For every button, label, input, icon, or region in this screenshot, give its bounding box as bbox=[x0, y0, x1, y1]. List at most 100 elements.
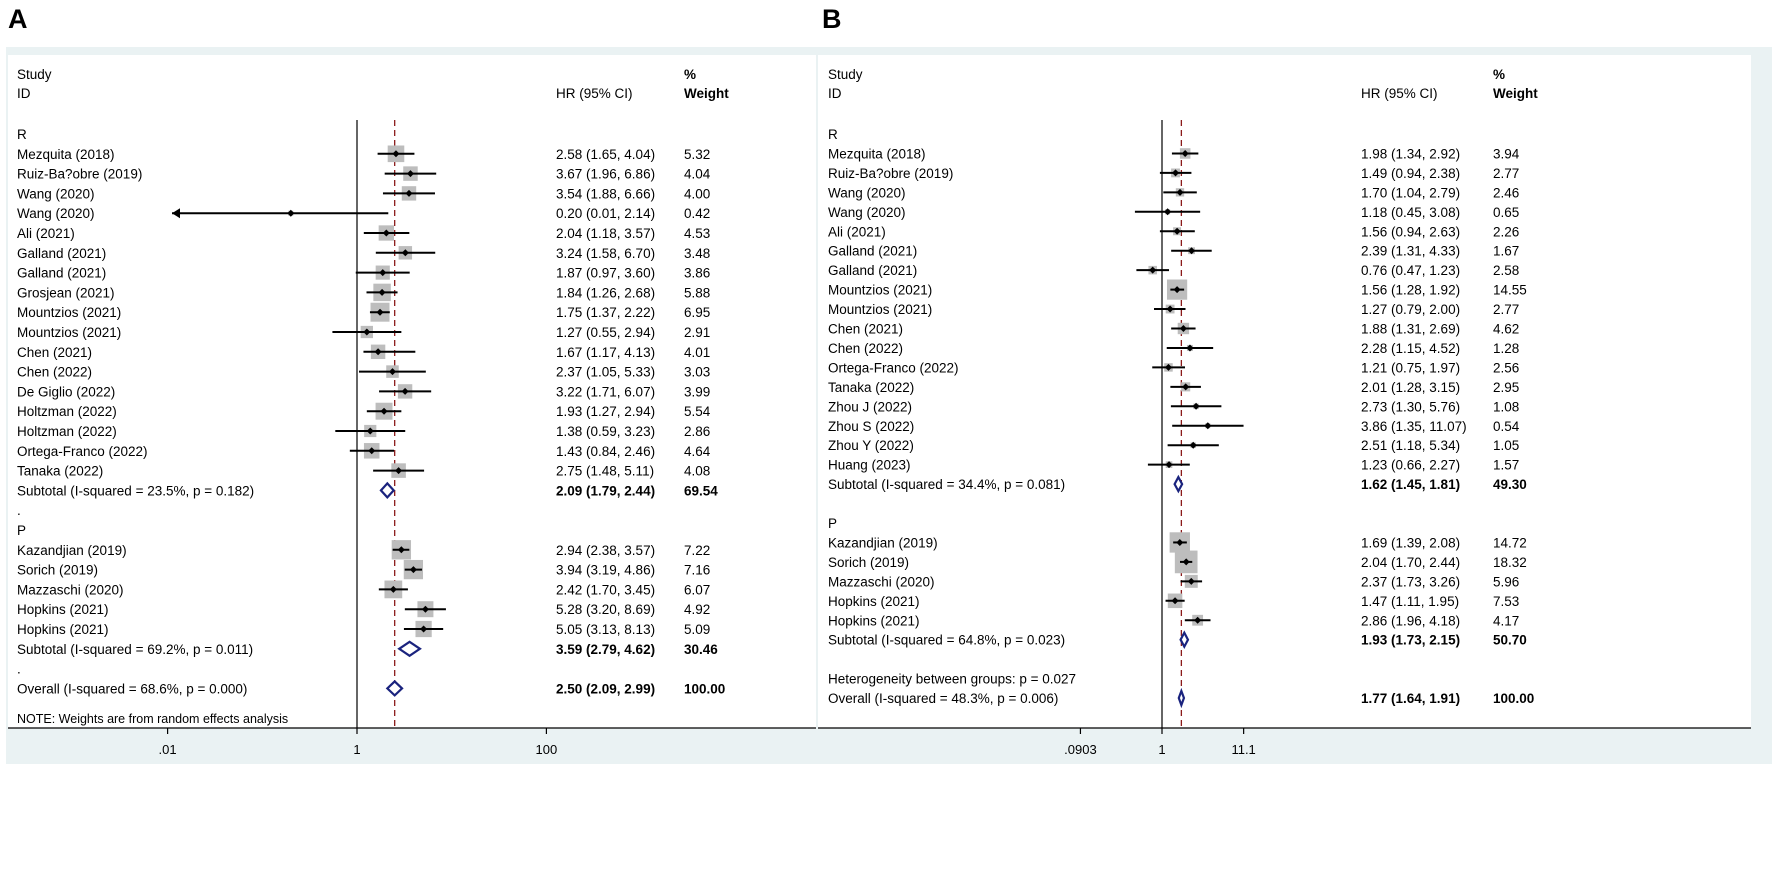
weight-value: 2.58 bbox=[1493, 263, 1519, 278]
study-label: Wang (2020) bbox=[828, 185, 906, 200]
study-label: Hopkins (2021) bbox=[828, 594, 920, 609]
point-estimate bbox=[368, 447, 376, 455]
separator-dot: . bbox=[17, 503, 21, 518]
weight-value: 2.77 bbox=[1493, 302, 1519, 317]
header-study: Study bbox=[828, 67, 863, 82]
hr-ci-value: 1.93 (1.73, 2.15) bbox=[1361, 633, 1460, 648]
point-estimate bbox=[421, 605, 429, 613]
point-estimate bbox=[1187, 577, 1195, 585]
hr-ci-value: 0.76 (0.47, 1.23) bbox=[1361, 263, 1460, 278]
hr-ci-value: 2.86 (1.96, 4.18) bbox=[1361, 613, 1460, 628]
weight-value: 2.91 bbox=[684, 325, 710, 340]
point-estimate bbox=[389, 585, 397, 593]
weight-value: 1.57 bbox=[1493, 458, 1519, 473]
point-estimate bbox=[388, 368, 396, 376]
hr-ci-value: 2.51 (1.18, 5.34) bbox=[1361, 438, 1460, 453]
header-hr: HR (95% CI) bbox=[556, 86, 633, 101]
hr-ci-value: 2.04 (1.70, 2.44) bbox=[1361, 555, 1460, 570]
study-label: Mountzios (2021) bbox=[17, 305, 121, 320]
subtotal-label: Subtotal (I-squared = 34.4%, p = 0.081) bbox=[828, 477, 1065, 492]
subtotal-label: Subtotal (I-squared = 69.2%, p = 0.011) bbox=[17, 642, 253, 657]
x-tick-label: .01 bbox=[159, 742, 177, 757]
x-tick-label: 100 bbox=[536, 742, 558, 757]
weight-value: 2.46 bbox=[1493, 185, 1519, 200]
weight-value: 1.28 bbox=[1493, 341, 1519, 356]
hr-ci-value: 1.75 (1.37, 2.22) bbox=[556, 305, 655, 320]
hr-ci-value: 1.84 (1.26, 2.68) bbox=[556, 285, 655, 300]
hr-ci-value: 1.69 (1.39, 2.08) bbox=[1361, 535, 1460, 550]
heterogeneity-text: Heterogeneity between groups: p = 0.027 bbox=[828, 672, 1076, 687]
hr-ci-value: 2.58 (1.65, 4.04) bbox=[556, 147, 655, 162]
point-estimate bbox=[395, 467, 403, 475]
separator-dot: . bbox=[17, 662, 21, 677]
weight-value: 4.17 bbox=[1493, 613, 1519, 628]
point-estimate bbox=[1164, 363, 1172, 371]
point-estimate bbox=[409, 566, 417, 574]
study-label: Hopkins (2021) bbox=[17, 622, 109, 637]
subtotal-label: Subtotal (I-squared = 64.8%, p = 0.023) bbox=[828, 633, 1065, 648]
header-hr: HR (95% CI) bbox=[1361, 86, 1438, 101]
hr-ci-value: 2.37 (1.05, 5.33) bbox=[556, 365, 655, 380]
study-label: Huang (2023) bbox=[828, 458, 911, 473]
weight-value: 4.04 bbox=[684, 167, 711, 182]
subtotal-diamond bbox=[379, 481, 396, 500]
study-label: Mazzaschi (2020) bbox=[828, 574, 935, 589]
subtotal-diamond bbox=[1179, 630, 1190, 650]
study-label: Ortega-Franco (2022) bbox=[828, 360, 959, 375]
point-estimate bbox=[287, 209, 295, 217]
point-estimate bbox=[379, 269, 387, 277]
study-label: Ortega-Franco (2022) bbox=[17, 444, 148, 459]
hr-ci-value: 1.70 (1.04, 2.79) bbox=[1361, 185, 1460, 200]
hr-ci-value: 1.56 (1.28, 1.92) bbox=[1361, 283, 1460, 298]
study-label: Hopkins (2021) bbox=[828, 613, 920, 628]
hr-ci-value: 2.01 (1.28, 3.15) bbox=[1361, 380, 1460, 395]
point-estimate bbox=[1164, 208, 1172, 216]
hr-ci-value: 3.67 (1.96, 6.86) bbox=[556, 167, 655, 182]
point-estimate bbox=[374, 348, 382, 356]
group-label: P bbox=[17, 523, 26, 538]
weight-value: 5.96 bbox=[1493, 574, 1519, 589]
hr-ci-value: 1.47 (1.11, 1.95) bbox=[1361, 594, 1459, 609]
weight-value: 3.86 bbox=[684, 266, 710, 281]
weight-value: 4.53 bbox=[684, 226, 710, 241]
weight-value: 69.54 bbox=[684, 483, 718, 498]
point-estimate bbox=[1189, 441, 1197, 449]
weight-value: 5.54 bbox=[684, 404, 711, 419]
subtotal-label: Subtotal (I-squared = 23.5%, p = 0.182) bbox=[17, 483, 254, 498]
weight-value: 14.72 bbox=[1493, 535, 1527, 550]
hr-ci-value: 3.59 (2.79, 4.62) bbox=[556, 642, 655, 657]
hr-ci-value: 1.27 (0.79, 2.00) bbox=[1361, 302, 1460, 317]
header-study: Study bbox=[17, 67, 52, 82]
subtotal-diamond bbox=[1173, 474, 1184, 494]
point-estimate bbox=[401, 249, 409, 257]
group-label: P bbox=[828, 516, 837, 531]
hr-ci-value: 1.43 (0.84, 2.46) bbox=[556, 444, 655, 459]
weight-value: 0.65 bbox=[1493, 205, 1519, 220]
hr-ci-value: 2.50 (2.09, 2.99) bbox=[556, 681, 655, 696]
weight-value: 4.01 bbox=[684, 345, 710, 360]
weight-value: 3.99 bbox=[684, 384, 710, 399]
study-label: Chen (2022) bbox=[828, 341, 903, 356]
point-estimate bbox=[1172, 169, 1180, 177]
study-label: Galland (2021) bbox=[17, 246, 106, 261]
point-estimate bbox=[366, 427, 374, 435]
study-label: Ruiz-Ba?obre (2019) bbox=[17, 167, 142, 182]
study-label: Hopkins (2021) bbox=[17, 602, 109, 617]
weight-value: 14.55 bbox=[1493, 283, 1527, 298]
hr-ci-value: 2.94 (2.38, 3.57) bbox=[556, 543, 655, 558]
weight-value: 100.00 bbox=[684, 681, 725, 696]
point-estimate bbox=[1166, 305, 1174, 313]
study-label: Mountzios (2021) bbox=[828, 302, 932, 317]
hr-ci-value: 3.54 (1.88, 6.66) bbox=[556, 186, 655, 201]
forest-panel-a: A Study ID HR (95% CI)% Weight R Mezquita (201… bbox=[6, 4, 873, 764]
weight-value: 30.46 bbox=[684, 642, 718, 657]
point-estimate bbox=[1173, 286, 1181, 294]
study-label: Sorich (2019) bbox=[828, 555, 909, 570]
weight-value: 4.08 bbox=[684, 464, 710, 479]
study-label: Ali (2021) bbox=[828, 224, 886, 239]
ci-arrow-left bbox=[172, 208, 180, 219]
study-label: Zhou J (2022) bbox=[828, 399, 912, 414]
overall-label: Overall (I-squared = 68.6%, p = 0.000) bbox=[17, 681, 247, 696]
study-label: Chen (2022) bbox=[17, 365, 92, 380]
